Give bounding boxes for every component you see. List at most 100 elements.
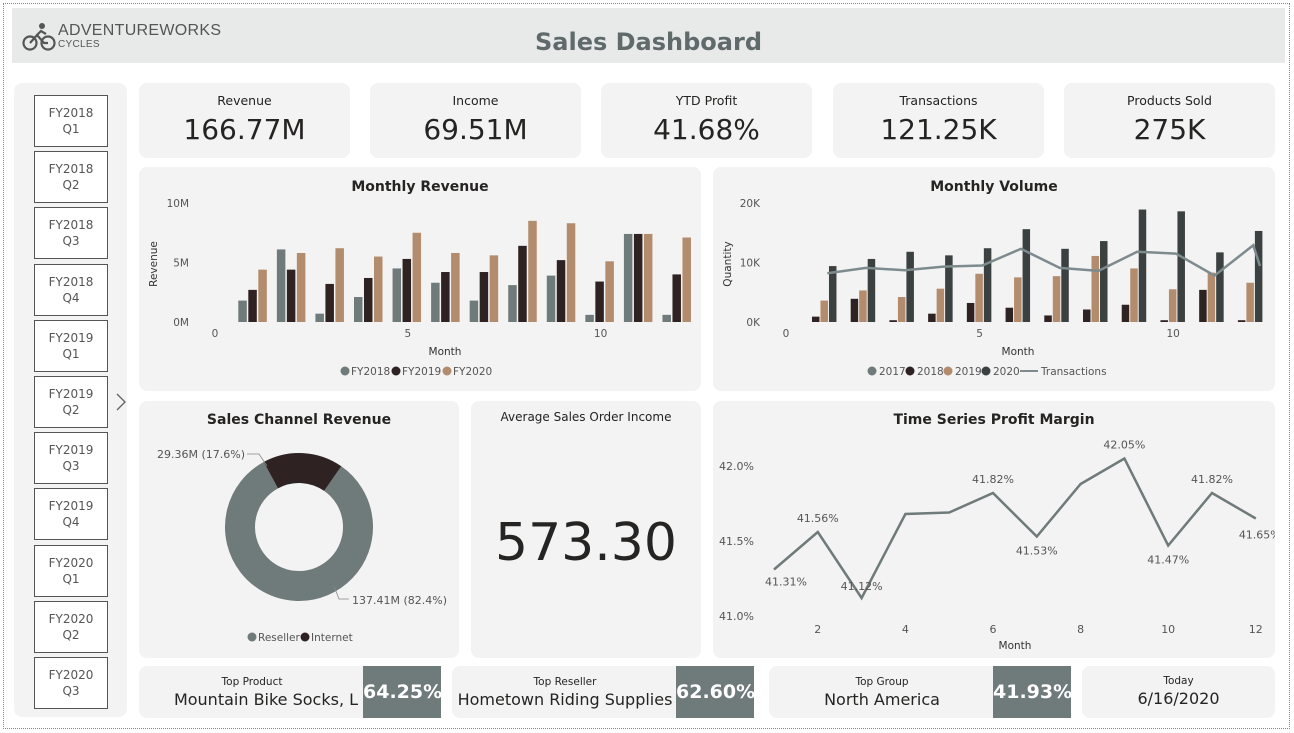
revenue-bar [315, 313, 324, 322]
top-product-value: Mountain Bike Socks, L [173, 690, 359, 709]
volume-bar [850, 298, 859, 322]
revenue-bar [431, 282, 440, 322]
revenue-bar [373, 256, 383, 322]
slice-label: 137.41M (82.4%) [352, 594, 447, 607]
avg-order-value: 573.30 [495, 513, 677, 573]
legend-label: Transactions [1040, 366, 1107, 378]
avg-order-label: Average Sales Order Income [500, 410, 672, 424]
slicer-item[interactable]: FY2018 Q2 [34, 151, 108, 204]
kpi-label: Products Sold [1127, 93, 1212, 108]
slicer-item[interactable]: FY2019 Q4 [34, 488, 108, 541]
slicer-item[interactable]: FY2018 Q3 [34, 207, 108, 260]
chevron-right-icon[interactable] [115, 392, 127, 412]
logo: ADVENTUREWORKS CYCLES [22, 22, 222, 54]
leader-line [333, 585, 349, 600]
sales-channel-donut[interactable]: 29.36M (17.6%) 137.41M (82.4%) Reseller Int… [139, 401, 459, 658]
slicer-item-label: Q2 [62, 403, 80, 417]
revenue-bar [546, 275, 556, 322]
volume-bar [1044, 315, 1052, 322]
top-product-label: Top Product [221, 676, 283, 688]
slicer-item-label: Q1 [62, 571, 80, 586]
donut-slice [263, 453, 342, 492]
y-tick-label: 41.5% [719, 535, 754, 548]
volume-bar [828, 266, 837, 322]
legend-label: 2019 [955, 366, 982, 378]
data-label: 41.31% [765, 576, 807, 589]
y-tick-label: 10K [740, 258, 761, 270]
kpi-card-transactions: Transactions 121.25K [833, 83, 1044, 158]
revenue-bar [662, 314, 671, 322]
revenue-bar [585, 314, 594, 322]
revenue-bar [276, 249, 286, 322]
volume-bar [936, 288, 945, 322]
volume-bar [928, 313, 936, 322]
monthly-volume-chart[interactable]: 0 5 10 0K 10K 20K Month Quantity 2017 2018 2019 202… [713, 167, 1275, 391]
kpi-value: 275K [1133, 113, 1206, 146]
slicer-item-label: Q2 [62, 627, 80, 642]
revenue-bar [643, 233, 653, 322]
revenue-bar [325, 283, 334, 322]
kpi-value: 121.25K [880, 113, 997, 146]
kpi-value: 41.68% [653, 113, 760, 146]
revenue-bar [296, 252, 306, 322]
volume-bar [859, 290, 867, 322]
top-group-label: Top Group [855, 676, 909, 688]
slicer-item[interactable]: FY2019 Q3 [34, 432, 108, 485]
slicer-item[interactable]: FY2020 Q3 [34, 657, 108, 709]
slicer-item[interactable]: FY2018 Q4 [34, 263, 108, 316]
chart-title: Monthly Volume [930, 179, 1058, 195]
volume-bar [1216, 252, 1224, 322]
slicer-item-label: FY2018 [48, 218, 94, 233]
slicer-item[interactable]: FY2020 Q2 [34, 600, 108, 653]
revenue-bar [441, 272, 450, 322]
slicer-item[interactable]: FY2019 Q1 [34, 319, 108, 372]
slicer-item-label: FY2019 [48, 387, 94, 401]
volume-bar [1005, 307, 1014, 322]
slicer-item-label: FY2020 [48, 668, 94, 682]
slice-label: 29.36M (17.6%) [157, 448, 245, 461]
revenue-bar [623, 233, 633, 322]
revenue-bar [528, 220, 537, 322]
data-label: 41.82% [972, 473, 1014, 486]
revenue-bar [353, 297, 363, 322]
kpi-label: Revenue [217, 93, 272, 108]
revenue-bar [556, 260, 566, 322]
kpi-card-revenue: Revenue 166.77M [139, 83, 350, 158]
volume-bar [966, 302, 975, 322]
volume-bar [897, 297, 906, 322]
y-tick-label: 0M [173, 317, 189, 329]
x-tick-label: 6 [990, 623, 997, 636]
slicer-item-label: Q2 [62, 178, 80, 193]
revenue-bar [479, 272, 489, 322]
slicer-item[interactable]: FY2020 Q1 [34, 544, 108, 597]
volume-bar [945, 255, 953, 322]
slicer-item-label: FY2018 [48, 106, 94, 120]
monthly-revenue-chart[interactable]: 0 5 10 0M 5M 10M Month Revenue FY2018 FY2019 FY202… [139, 167, 701, 391]
top-product-card: Top Product Mountain Bike Socks, L 64.25… [139, 666, 442, 718]
chart-title: Time Series Profit Margin [893, 412, 1095, 428]
x-axis-title: Month [999, 640, 1032, 652]
volume-bar [1091, 255, 1100, 322]
profit-margin-chart[interactable]: 41.0% 41.5% 42.0% 2 4 6 8 10 12 Month 41.31% 41.56%… [713, 401, 1275, 658]
kpi-label: YTD Profit [675, 93, 738, 108]
volume-bar [1237, 320, 1246, 322]
revenue-bar [363, 277, 373, 322]
volume-bar [1160, 320, 1168, 322]
slicer-item-label: FY2020 [48, 611, 94, 626]
kpi-card-ytd-profit: YTD Profit 41.68% [601, 83, 812, 158]
logo-subtext: CYCLES [58, 39, 100, 50]
slicer-item-label: Q4 [62, 515, 80, 530]
legend-marker [247, 632, 257, 642]
x-tick-label: 0 [783, 328, 790, 340]
slicer-item[interactable]: FY2018 Q1 [34, 95, 108, 147]
slicer-item-label: FY2018 [48, 274, 94, 289]
revenue-bar [248, 289, 257, 322]
monthly-volume-chart-panel: Monthly Volume 0 5 10 0K 10K 20K Month Quantity… [713, 167, 1275, 391]
data-label: 41.65% [1239, 529, 1275, 542]
legend-marker [442, 366, 452, 376]
legend-label: 2020 [993, 366, 1020, 378]
slicer-item[interactable]: FY2019 Q2 [34, 376, 108, 428]
volume-bar [1138, 209, 1147, 322]
volume-bar [1083, 309, 1091, 322]
volume-bar [1014, 277, 1022, 322]
